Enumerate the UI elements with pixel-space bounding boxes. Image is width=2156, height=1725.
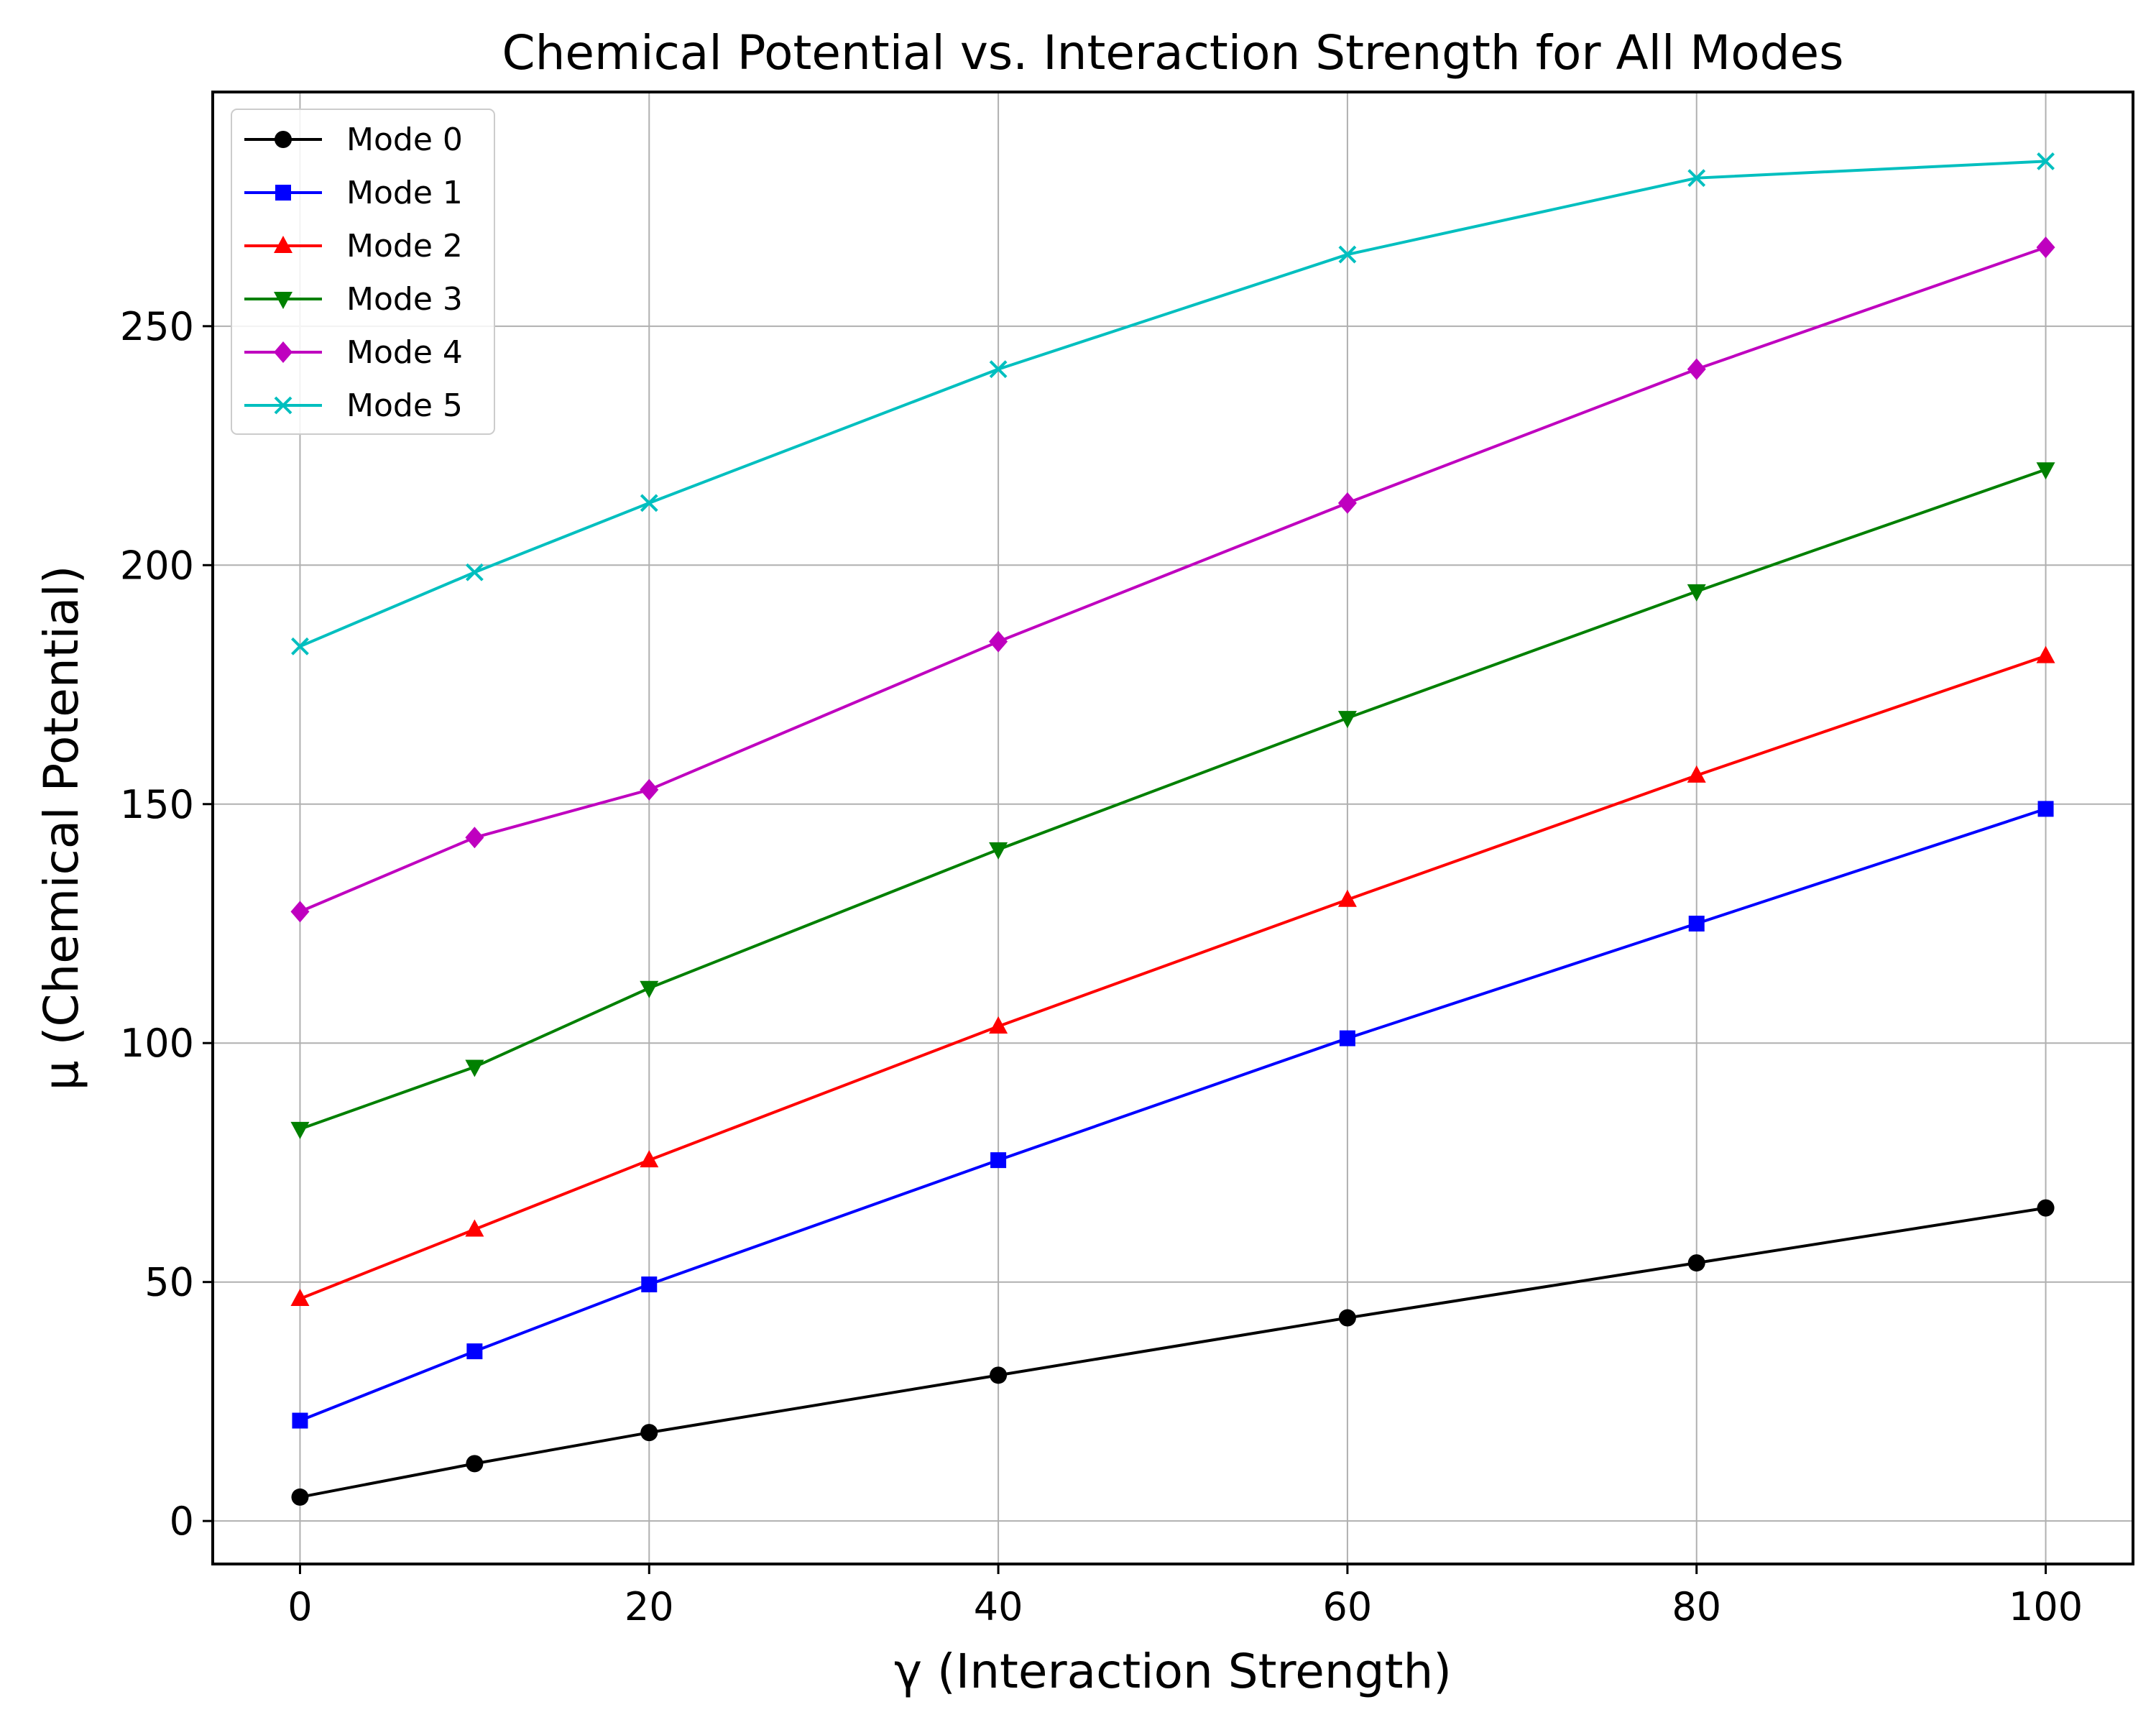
data-point — [2037, 152, 2055, 170]
legend-label: Mode 1 — [346, 175, 463, 211]
data-point — [1338, 245, 1357, 264]
data-point — [989, 630, 1008, 653]
data-point — [290, 1121, 310, 1139]
data-point — [290, 1288, 310, 1306]
data-point — [2036, 645, 2055, 663]
legend-marker — [274, 292, 292, 309]
x-tick-label: 20 — [625, 1584, 674, 1629]
series-group — [290, 152, 2055, 1506]
legend-label: Mode 3 — [346, 281, 463, 318]
legend-marker — [275, 131, 292, 148]
legend-marker — [274, 341, 292, 363]
data-point — [641, 1276, 658, 1293]
legend-item: Mode 5 — [244, 387, 463, 424]
x-tick-label: 40 — [974, 1584, 1023, 1629]
plot-frame — [211, 91, 2134, 1565]
chart-title: Chemical Potential vs. Interaction Stren… — [502, 25, 1844, 80]
series-mode-3 — [290, 462, 2055, 1139]
legend-marker — [274, 396, 292, 415]
y-tick-label: 250 — [120, 304, 194, 349]
data-point — [640, 494, 658, 512]
legend-marker — [275, 185, 291, 201]
legend-marker — [274, 236, 292, 253]
series-mode-1 — [292, 801, 2054, 1429]
data-point — [640, 1150, 659, 1168]
data-point — [465, 827, 484, 849]
legend-item: Mode 1 — [244, 175, 463, 211]
data-point — [466, 1455, 484, 1473]
data-point — [1687, 358, 1706, 380]
data-point — [465, 563, 484, 581]
legend: Mode 0 Mode 1 Mode 2 Mode 3 Mode 4 Mode 5 — [231, 109, 495, 435]
data-point — [465, 1219, 484, 1237]
axis-ticks: 0 20 40 60 80 100 0 50 100 150 200 250 — [120, 304, 2083, 1629]
data-point — [1337, 889, 1357, 907]
data-point — [1687, 1254, 1705, 1272]
legend-item: Mode 4 — [244, 334, 463, 371]
data-point — [1687, 584, 1706, 602]
data-point — [640, 778, 659, 801]
data-point — [2036, 236, 2055, 259]
series-mode-5 — [291, 152, 2055, 656]
data-point — [989, 1016, 1008, 1034]
data-point — [1338, 1309, 1356, 1327]
y-tick-label: 200 — [120, 543, 194, 588]
data-point — [290, 901, 310, 923]
x-tick-label: 80 — [1672, 1584, 1721, 1629]
data-point — [2036, 462, 2055, 480]
legend-item: Mode 2 — [244, 228, 463, 264]
series-mode-4 — [290, 236, 2055, 923]
legend-label: Mode 4 — [346, 334, 463, 371]
y-tick-label: 150 — [120, 782, 194, 827]
data-point — [1688, 915, 1705, 932]
data-point — [990, 1152, 1007, 1169]
data-point — [990, 1366, 1008, 1384]
x-tick-label: 100 — [2009, 1584, 2083, 1629]
legend-item: Mode 3 — [244, 281, 463, 318]
data-point — [291, 637, 309, 656]
x-tick-label: 0 — [287, 1584, 312, 1629]
data-point — [291, 1488, 309, 1506]
data-point — [466, 1343, 483, 1360]
legend-item: Mode 0 — [244, 121, 463, 158]
data-point — [989, 360, 1008, 379]
y-tick-label: 50 — [144, 1260, 194, 1305]
grid-lines — [213, 92, 2133, 1564]
data-point — [2037, 801, 2054, 817]
data-point — [989, 842, 1008, 860]
y-tick-label: 0 — [170, 1499, 194, 1544]
series-mode-0 — [291, 1199, 2055, 1506]
data-point — [2037, 1199, 2055, 1217]
data-point — [1337, 711, 1357, 729]
data-point — [1687, 169, 1706, 188]
data-point — [1337, 492, 1357, 514]
legend-label: Mode 2 — [346, 228, 463, 264]
data-point — [465, 1059, 484, 1077]
data-point — [640, 980, 659, 998]
x-tick-label: 60 — [1323, 1584, 1373, 1629]
x-axis-label: γ (Interaction Strength) — [894, 1644, 1452, 1699]
data-point — [640, 1424, 658, 1442]
legend-label: Mode 0 — [346, 121, 463, 158]
legend-label: Mode 5 — [346, 387, 463, 424]
series-mode-2 — [290, 645, 2055, 1306]
y-tick-label: 100 — [120, 1021, 194, 1066]
data-point — [1687, 765, 1706, 783]
data-point — [1339, 1030, 1355, 1046]
data-point — [292, 1412, 308, 1429]
y-axis-label: μ (Chemical Potential) — [34, 566, 89, 1091]
